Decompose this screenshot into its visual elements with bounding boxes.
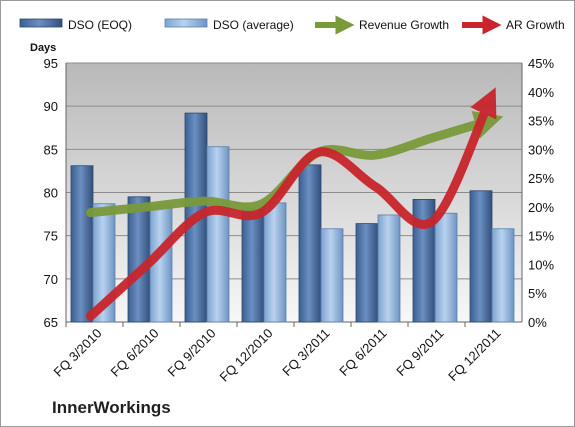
y-right-tick-label: 15% [528, 229, 554, 244]
y-left-tick-label: 70 [44, 272, 58, 287]
bar-dso-eoq [241, 209, 265, 323]
x-tick-label: FQ 12/2010 [216, 326, 275, 385]
y-left-tick-label: 75 [44, 229, 58, 244]
legend-swatch-dso-eoq [19, 18, 63, 28]
y-left-axis-title: Days [30, 42, 56, 54]
bar-dso-average [491, 228, 515, 323]
x-tick-label: FQ 6/2011 [336, 326, 389, 379]
bar-dso-average [377, 214, 401, 323]
y-right-tick-label: 5% [528, 286, 547, 301]
y-right-tick-label: 30% [528, 142, 554, 157]
y-right-tick-label: 45% [528, 56, 554, 71]
y-left-tick-label: 90 [44, 99, 58, 114]
x-tick-label: FQ 3/2010 [51, 326, 105, 380]
ar-growth-line [86, 87, 497, 321]
y-right-tick-label: 35% [528, 114, 554, 129]
bar-dso-average [434, 212, 458, 323]
bar-dso-average [263, 202, 287, 323]
x-tick-label: FQ 3/2011 [279, 326, 332, 379]
x-tick-label: FQ 6/2010 [108, 326, 162, 380]
y-right-tick-label: 0% [528, 315, 547, 330]
y-right-tick-label: 40% [528, 85, 554, 100]
bar-dso-average [320, 228, 344, 323]
y-right-tick-label: 25% [528, 171, 554, 186]
legend-swatch-dso-average [164, 18, 208, 28]
x-tick-label: FQ 9/2010 [165, 326, 219, 380]
y-left-tick-label: 85 [44, 142, 58, 157]
bar-dso-average [206, 146, 230, 323]
bar-dso-average [92, 203, 116, 323]
x-tick-label: FQ 12/2011 [445, 326, 503, 384]
legend-label-dso-average: DSO (average) [213, 18, 294, 32]
legend-label-dso-eoq: DSO (EOQ) [68, 18, 132, 32]
y-left-tick-label: 65 [44, 315, 58, 330]
bar-dso-eoq [298, 164, 322, 323]
y-left-tick-label: 95 [44, 56, 58, 71]
bar-dso-eoq [355, 223, 379, 323]
y-left-tick-label: 80 [44, 186, 58, 201]
bar-dso-eoq [70, 165, 94, 323]
legend-label-revenue-growth: Revenue Growth [359, 18, 449, 32]
y-right-tick-label: 10% [528, 257, 554, 272]
bar-dso-eoq [469, 190, 493, 323]
brand-label: InnerWorkings [52, 398, 171, 417]
y-right-tick-label: 20% [528, 200, 554, 215]
legend-label-ar-growth: AR Growth [506, 18, 565, 32]
x-tick-label: FQ 9/2011 [393, 326, 446, 379]
